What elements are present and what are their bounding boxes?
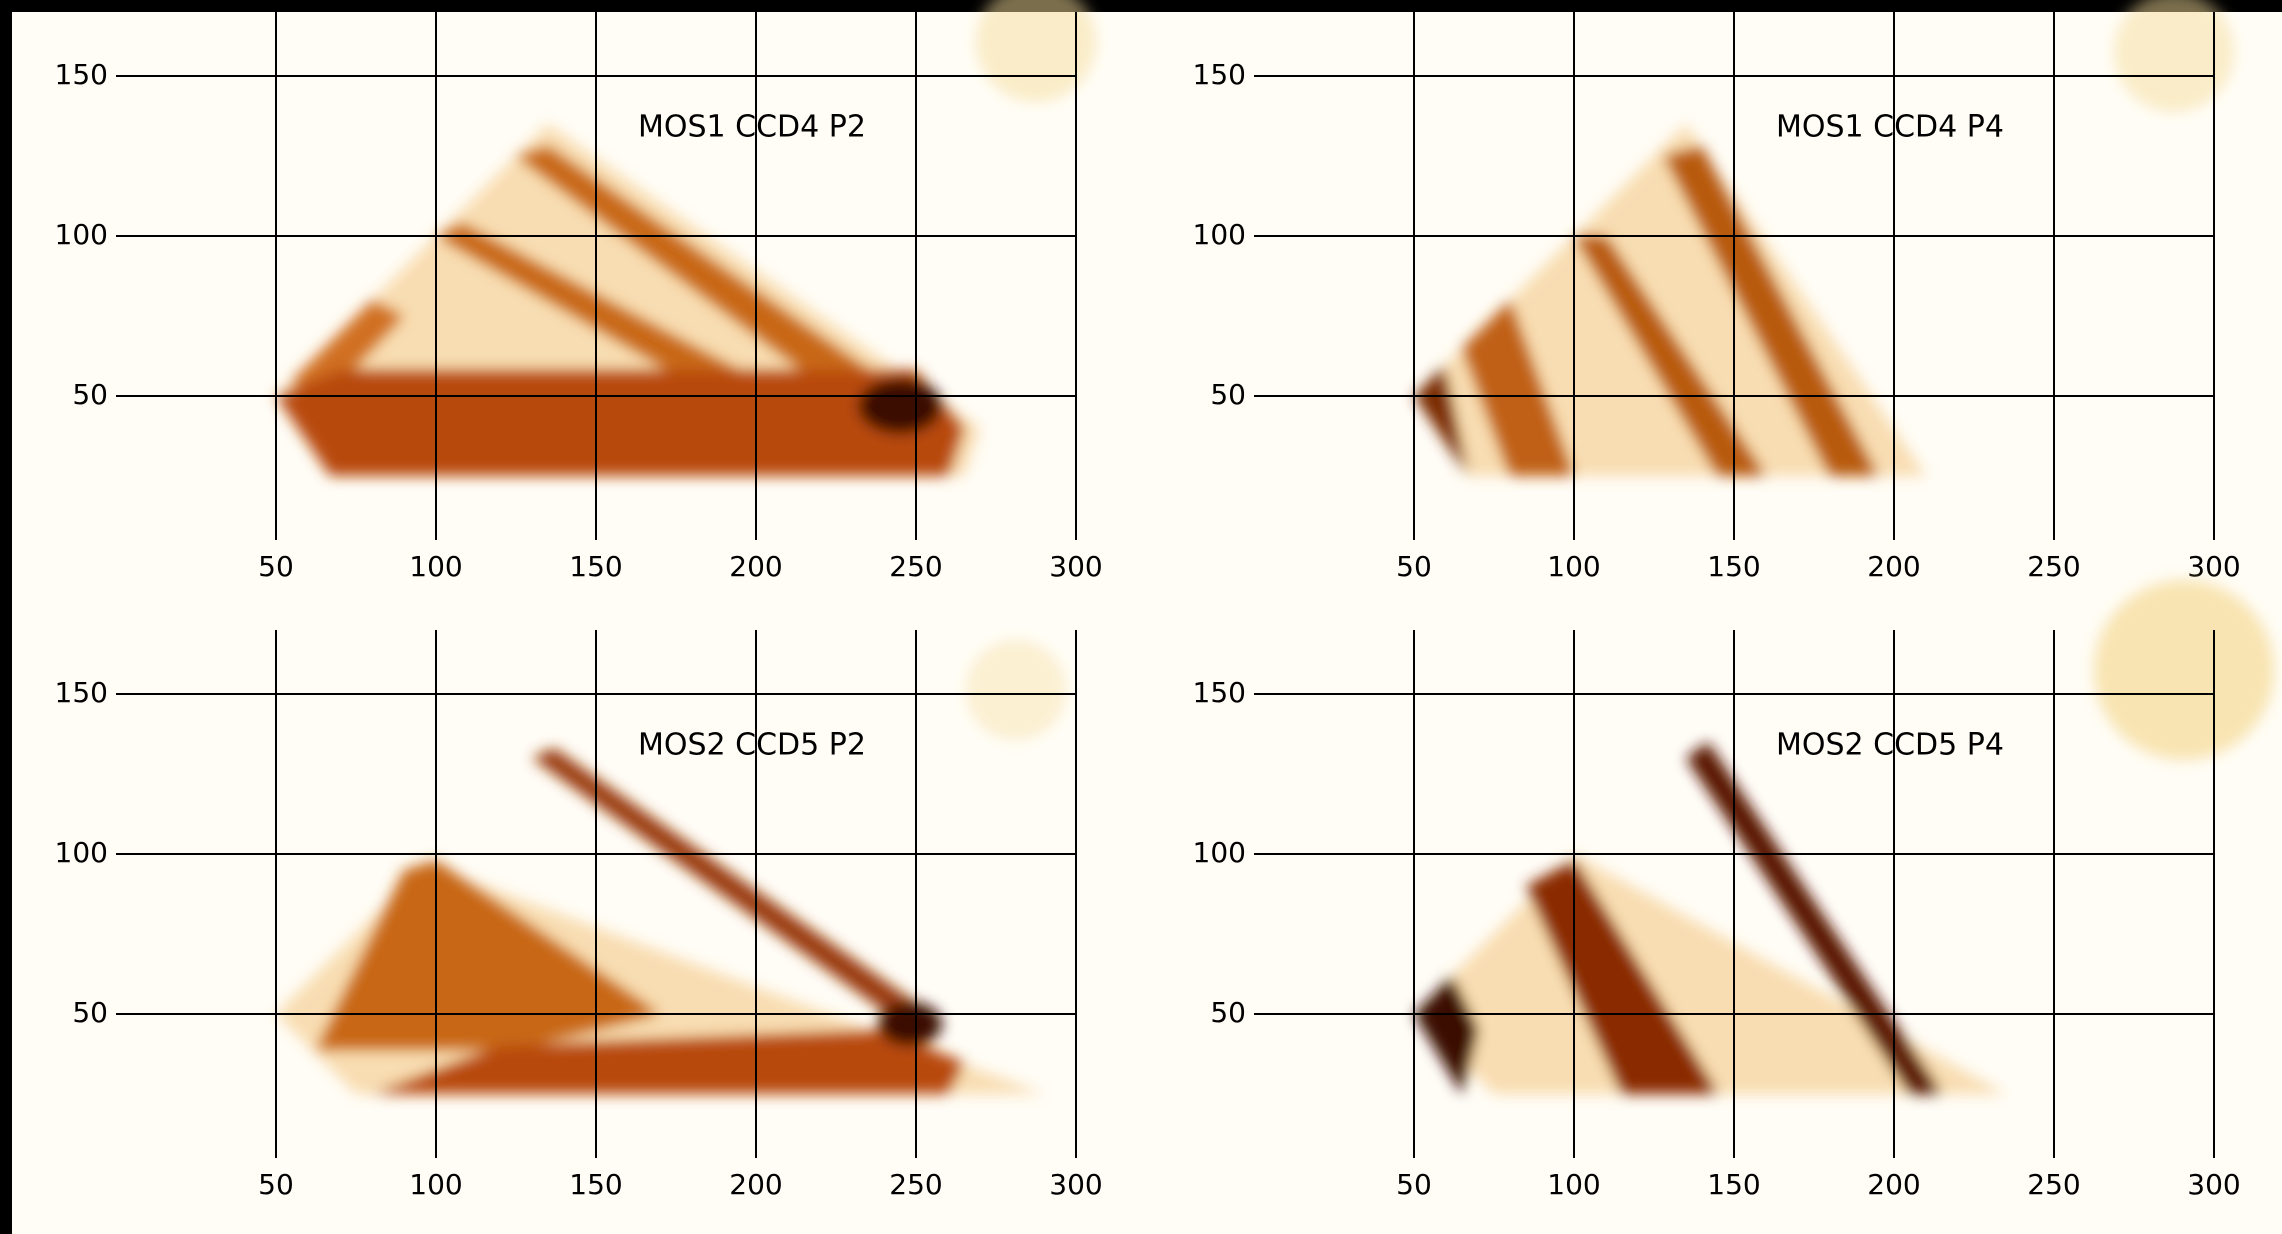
annotation: MOS1 CCD4 P2 — [638, 110, 866, 145]
x-tick-label: 100 — [1547, 550, 1600, 583]
annotation: MOS1 CCD4 P4 — [1776, 110, 2004, 145]
x-tick-label: 250 — [889, 1168, 942, 1201]
y-tick-label: 150 — [55, 676, 108, 709]
x-tick-label: 300 — [1049, 550, 1102, 583]
y-tick-label: 150 — [1193, 58, 1246, 91]
x-tick-label: 150 — [569, 1168, 622, 1201]
y-tick-label: 100 — [1193, 218, 1246, 251]
x-tick-label: 50 — [1396, 1168, 1432, 1201]
x-tick-label: 200 — [729, 1168, 782, 1201]
y-tick-label: 150 — [1193, 676, 1246, 709]
x-tick-label: 100 — [1547, 1168, 1600, 1201]
y-tick-label: 150 — [55, 58, 108, 91]
annotation: MOS2 CCD5 P2 — [638, 728, 866, 763]
figure: 50 100 150 200 250 300 50 100 150 MOS1 CCD4 P2 50… — [0, 0, 2282, 1234]
page: 50 100 150 200 250 300 50 100 150 MOS1 CCD4 P2 50… — [0, 0, 2282, 1234]
y-tick-label: 50 — [72, 378, 108, 411]
x-tick-label: 300 — [2187, 550, 2240, 583]
x-tick-label: 50 — [258, 550, 294, 583]
x-tick-label: 300 — [2187, 1168, 2240, 1201]
x-tick-label: 150 — [1707, 550, 1760, 583]
y-tick-label: 50 — [72, 996, 108, 1029]
x-tick-label: 150 — [1707, 1168, 1760, 1201]
x-tick-label: 200 — [729, 550, 782, 583]
x-tick-label: 50 — [1396, 550, 1432, 583]
y-tick-label: 100 — [1193, 836, 1246, 869]
x-tick-label: 200 — [1867, 550, 1920, 583]
x-tick-label: 50 — [258, 1168, 294, 1201]
x-tick-label: 100 — [409, 550, 462, 583]
x-tick-label: 300 — [1049, 1168, 1102, 1201]
x-tick-label: 200 — [1867, 1168, 1920, 1201]
x-tick-label: 150 — [569, 550, 622, 583]
x-tick-label: 250 — [2027, 550, 2080, 583]
y-tick-label: 50 — [1210, 996, 1246, 1029]
x-tick-label: 250 — [889, 550, 942, 583]
y-tick-label: 100 — [55, 218, 108, 251]
annotation: MOS2 CCD5 P4 — [1776, 728, 2004, 763]
x-tick-label: 250 — [2027, 1168, 2080, 1201]
y-tick-label: 100 — [55, 836, 108, 869]
y-tick-label: 50 — [1210, 378, 1246, 411]
x-tick-label: 100 — [409, 1168, 462, 1201]
